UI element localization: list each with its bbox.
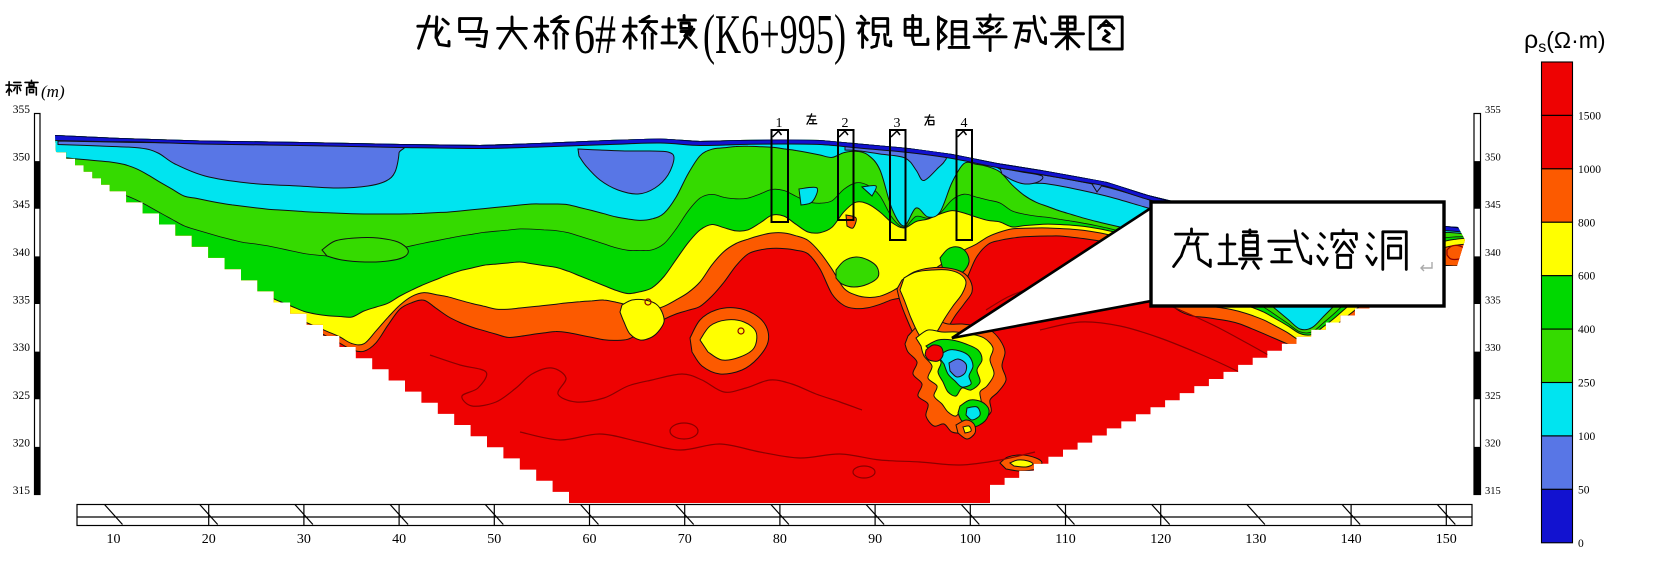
svg-text:330: 330	[1485, 343, 1501, 354]
svg-text:120: 120	[1150, 532, 1171, 547]
svg-text:70: 70	[678, 532, 692, 547]
svg-text:400: 400	[1578, 324, 1596, 336]
svg-text:320: 320	[13, 437, 31, 449]
svg-text:10: 10	[107, 532, 121, 547]
svg-text:600: 600	[1578, 271, 1596, 283]
svg-text:0: 0	[1578, 538, 1584, 550]
svg-text:800: 800	[1578, 217, 1596, 229]
svg-text:100: 100	[1578, 431, 1596, 443]
svg-text:320: 320	[1485, 438, 1501, 449]
svg-text:350: 350	[1485, 153, 1501, 164]
svg-text:90: 90	[868, 532, 882, 547]
svg-text:250: 250	[1578, 378, 1596, 390]
svg-text:(m): (m)	[41, 82, 65, 101]
svg-text:350: 350	[13, 152, 31, 164]
svg-text:340: 340	[1485, 248, 1501, 259]
svg-text:355: 355	[1485, 105, 1501, 116]
svg-text:3: 3	[894, 116, 901, 131]
svg-text:1500: 1500	[1578, 110, 1601, 122]
svg-text:335: 335	[13, 295, 31, 307]
svg-text:345: 345	[13, 199, 31, 211]
svg-text:355: 355	[13, 104, 31, 116]
svg-text:1000: 1000	[1578, 164, 1601, 176]
svg-text:2: 2	[842, 116, 849, 131]
svg-text:130: 130	[1245, 532, 1266, 547]
svg-text:315: 315	[13, 485, 31, 497]
svg-text:20: 20	[202, 532, 216, 547]
svg-text:1: 1	[776, 116, 783, 131]
svg-text:30: 30	[297, 532, 311, 547]
svg-text:(K6+995): (K6+995)	[703, 4, 846, 66]
svg-text:40: 40	[392, 532, 406, 547]
svg-text:140: 140	[1341, 532, 1362, 547]
svg-text:6#: 6#	[574, 4, 616, 66]
svg-text:4: 4	[961, 116, 968, 131]
svg-text:340: 340	[13, 247, 31, 259]
svg-text:335: 335	[1485, 296, 1501, 307]
svg-text:60: 60	[583, 532, 597, 547]
svg-text:315: 315	[1485, 486, 1501, 497]
svg-text:325: 325	[13, 390, 31, 402]
svg-text:80: 80	[773, 532, 787, 547]
svg-text:100: 100	[960, 532, 981, 547]
svg-text:ρs(Ω·m): ρs(Ω·m)	[1524, 26, 1606, 56]
svg-text:110: 110	[1055, 532, 1075, 547]
svg-text:150: 150	[1436, 532, 1457, 547]
svg-text:345: 345	[1485, 200, 1501, 211]
svg-text:50: 50	[1578, 484, 1590, 496]
svg-text:50: 50	[487, 532, 501, 547]
svg-text:330: 330	[13, 342, 31, 354]
svg-text:325: 325	[1485, 391, 1501, 402]
